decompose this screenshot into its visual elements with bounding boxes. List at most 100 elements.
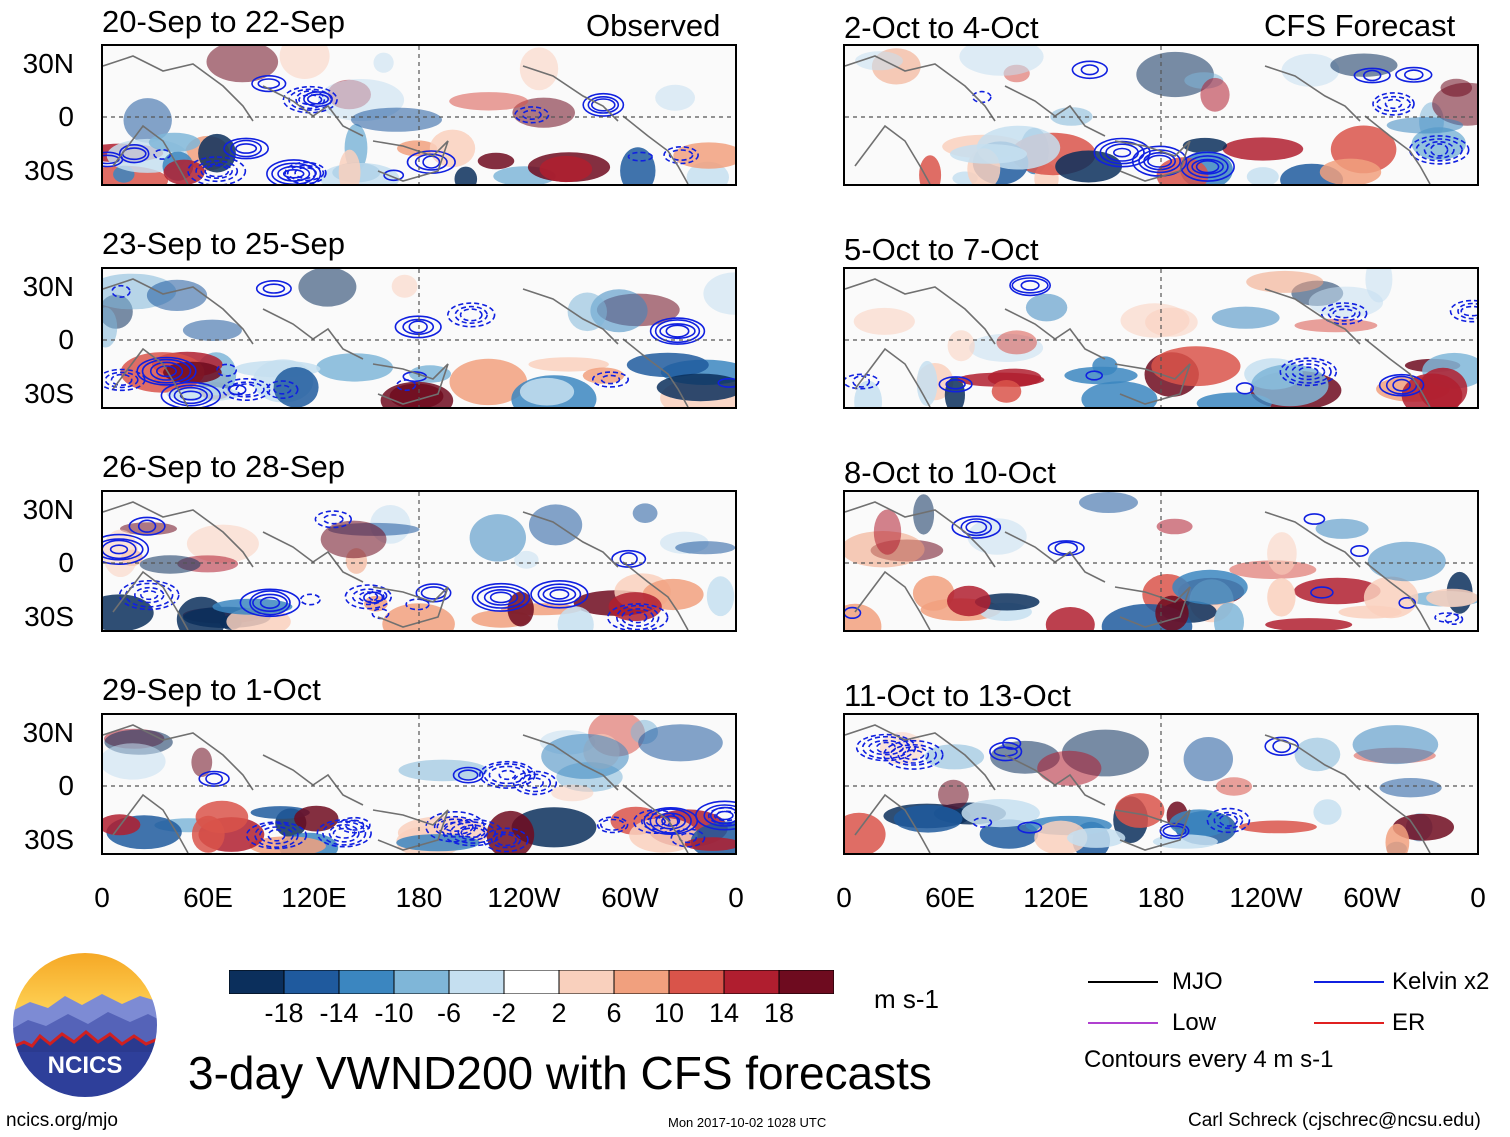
kelvin-contour [140, 590, 159, 601]
kelvin-contour [627, 611, 648, 624]
coastline [1114, 363, 1191, 405]
kelvin-contour [897, 746, 930, 764]
anomaly-blob [1211, 306, 1280, 329]
map-panel-fc-4 [843, 713, 1479, 855]
legend-label-er: ER [1392, 1009, 1426, 1036]
kelvin-contour [715, 810, 734, 821]
kelvin-contour [1403, 69, 1424, 81]
anomaly-blob [1319, 158, 1382, 184]
kelvin-contour [103, 539, 137, 560]
anomaly-blob [279, 46, 330, 79]
anomaly-blob [1156, 518, 1193, 535]
kelvin-contour [1395, 66, 1433, 83]
kelvin-contour [1392, 378, 1411, 392]
kelvin-contour [136, 356, 197, 386]
colorbar-tick: 18 [763, 998, 795, 1028]
kelvin-contour [282, 169, 305, 179]
coastline [1364, 784, 1431, 853]
anomaly-blob [1115, 793, 1165, 828]
kelvin-contour [1303, 513, 1326, 525]
anomaly-blob [703, 272, 735, 315]
anomaly-blob [684, 837, 735, 851]
kelvin-contour [951, 515, 1002, 539]
kelvin-contour [449, 821, 497, 844]
kelvin-contour [1147, 154, 1173, 168]
colorbar-swatch [613, 969, 670, 995]
anomaly-blob [1330, 53, 1398, 77]
kelvin-contour [103, 538, 144, 561]
kelvin-contour [452, 766, 484, 784]
kelvin-contour [591, 371, 629, 388]
footer-left-link[interactable]: ncics.org/mjo [6, 1110, 118, 1131]
kelvin-contour [488, 765, 526, 785]
anomaly-blob [398, 759, 488, 782]
kelvin-contour [187, 156, 247, 184]
kelvin-contour [649, 317, 706, 345]
coastline [372, 586, 449, 628]
anomaly-blob [103, 594, 154, 630]
colorbar-units: m s-1 [874, 984, 939, 1014]
kelvin-contour [1235, 382, 1255, 395]
kelvin-contour [1423, 141, 1455, 159]
anomaly-blob [916, 360, 938, 407]
kelvin-contour [195, 160, 239, 183]
coastline [1004, 308, 1106, 360]
kelvin-contour [1408, 135, 1470, 165]
kelvin-contour [645, 816, 666, 827]
kelvin-contour [1385, 375, 1418, 395]
coastline [845, 724, 996, 791]
anomaly-blob [163, 159, 205, 184]
anomaly-blob [959, 46, 1044, 76]
legend-line-kelvin [1314, 981, 1384, 983]
lon-label: 120E [1023, 882, 1089, 913]
footer-credit: Carl Schreck (cjschrec@ncsu.edu) [1188, 1110, 1481, 1131]
anomaly-blob [338, 149, 361, 184]
kelvin-contour [665, 324, 690, 338]
coastline [522, 734, 619, 791]
map-panel-obs-1 [101, 44, 737, 186]
kelvin-contour [221, 378, 271, 402]
kelvin-contour [254, 822, 299, 849]
anomaly-blob [320, 520, 387, 559]
anomaly-blob [1267, 578, 1296, 617]
kelvin-contour [216, 363, 238, 377]
anomaly-blob [1386, 117, 1464, 134]
anomaly-blob [974, 593, 1040, 611]
coastline [1364, 115, 1431, 184]
lat-label-30s: 30S [24, 378, 74, 409]
kelvin-contour [1310, 586, 1334, 599]
colorbar-tick: 10 [653, 998, 685, 1028]
kelvin-contour [1332, 308, 1356, 319]
panel-title-obs-2: 23-Sep to 25-Sep [102, 226, 346, 261]
anomaly-blob [316, 353, 393, 382]
kelvin-contour [852, 375, 871, 388]
kelvin-contour [266, 159, 322, 184]
kelvin-contour [1206, 807, 1251, 834]
anomaly-blob [391, 274, 418, 298]
anomaly-blob [557, 606, 594, 630]
lat-label-30n: 30N [22, 494, 74, 525]
anomaly-blob [1367, 541, 1446, 582]
panel-title-obs-3: 26-Sep to 28-Sep [102, 449, 346, 484]
coastline [845, 501, 996, 568]
coastline [1264, 734, 1361, 791]
panel-title-obs-4: 29-Sep to 1-Oct [102, 672, 321, 707]
colorbar-swatch [283, 969, 340, 995]
main-title: 3-day VWND200 with CFS forecasts [188, 1047, 932, 1099]
kelvin-contour [284, 161, 327, 184]
kelvin-contour [989, 741, 1023, 762]
kelvin-contour [1297, 366, 1319, 378]
anomaly-blob [397, 140, 438, 157]
anomaly-blob [1379, 778, 1442, 798]
kelvin-contour [596, 816, 629, 834]
kelvin-contour [358, 591, 379, 603]
kelvin-contour [1011, 277, 1049, 294]
coastline [1364, 561, 1431, 630]
kelvin-contour [1384, 98, 1403, 110]
kelvin-contour [443, 821, 467, 833]
kelvin-contour [960, 518, 993, 537]
anomaly-blob [924, 744, 985, 770]
anomaly-blob [608, 592, 662, 622]
coastline [103, 55, 254, 122]
kelvin-contour [695, 800, 735, 831]
